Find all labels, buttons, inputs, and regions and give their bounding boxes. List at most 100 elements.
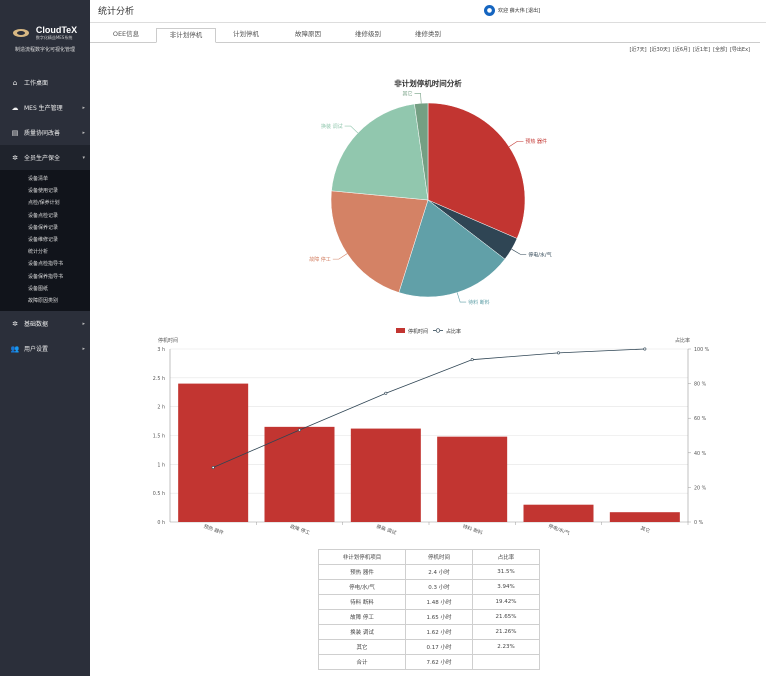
submenu-item[interactable]: 故障原因类别 [28, 297, 59, 304]
chevron-right-icon: ▸ [82, 345, 85, 352]
table-header: 非计划停机项目 [318, 549, 406, 565]
table-cell: 21.65% [472, 609, 540, 625]
bar[interactable] [264, 426, 335, 522]
ratio-point[interactable] [384, 391, 388, 395]
top-bar: 统计分析 ● 欢迎 薛大伟 [退出] [90, 0, 766, 23]
submenu-item[interactable]: 设备使用记录 [28, 188, 59, 195]
ratio-point[interactable] [298, 428, 302, 432]
export-excel[interactable]: [导出Ex] [729, 47, 750, 53]
ratio-point[interactable] [211, 466, 215, 470]
submenu-item[interactable]: 设备点检指导书 [28, 261, 64, 268]
logo: CloudTeX 数字化精益MES系统 制造流程数字化可视化管理 [0, 0, 90, 70]
bar[interactable] [178, 383, 249, 522]
page-title: 统计分析 [98, 7, 135, 17]
submenu-item[interactable]: 设备保养指导书 [28, 273, 64, 280]
submenu-item[interactable]: 设备清单 [28, 176, 49, 182]
tab-repair-type[interactable]: 维修类别 [415, 30, 441, 38]
pie-label: 换装 调试 [321, 123, 343, 130]
submenu-item[interactable]: 设备维修记录 [28, 236, 59, 243]
bar[interactable] [609, 512, 680, 522]
submenu-item[interactable]: 统计分析 [28, 249, 49, 256]
range-all[interactable]: [全部] [713, 47, 727, 53]
range-7-days[interactable]: [近7天] [629, 47, 647, 53]
sidebar-menu: ⌂ 工作桌面 ☁ MES 生产管理 ▸ ▤ 质量协同改善 ▸ ✲ 全员生产保全 … [0, 70, 90, 361]
chevron-right-icon: ▸ [82, 129, 85, 136]
bar[interactable] [523, 504, 594, 522]
pie-label-line [332, 253, 348, 260]
x-tick-label: 停电/水/气 [547, 522, 571, 536]
welcome-text[interactable]: 欢迎 薛大伟 [退出] [498, 8, 541, 14]
y-tick-label: 3 h [157, 347, 165, 353]
y2-tick-label: 80 % [694, 382, 707, 388]
tab-planned-downtime[interactable]: 计划停机 [233, 30, 259, 38]
legend-marker [435, 328, 441, 333]
pie-label: 其它 [402, 90, 412, 97]
ratio-point[interactable] [470, 358, 474, 362]
y2-tick-label: 100 % [694, 347, 710, 353]
tab-fault-cause[interactable]: 故障原因 [295, 30, 321, 38]
sidebar-item-label: MES 生产管理 [24, 105, 63, 112]
sidebar-item-basedata[interactable]: ✲ 基础数据 ▸ [0, 311, 90, 336]
sidebar-item-label: 用户设置 [24, 346, 49, 354]
sidebar-item-label: 工作桌面 [24, 80, 49, 87]
y2-axis-label: 占比率 [675, 337, 690, 344]
pie-slice[interactable] [398, 199, 506, 298]
sidebar-item-label: 质量协同改善 [24, 130, 61, 137]
table-cell: 预热 器件 [318, 564, 406, 580]
pie-slice[interactable] [331, 103, 429, 201]
submenu-item[interactable]: 设备保养记录 [28, 224, 59, 231]
y-tick-label: 0 h [157, 520, 165, 526]
pie-label-line [344, 125, 359, 134]
y-tick-label: 0.5 h [153, 491, 165, 497]
bar[interactable] [437, 436, 508, 522]
home-icon: ⌂ [12, 78, 18, 87]
x-tick-label: 故障 停工 [289, 523, 311, 537]
table-cell: 7.62 小时 [405, 654, 473, 670]
table-cell: 待料 断料 [318, 594, 406, 610]
submenu-item[interactable]: 设备图纸 [28, 285, 49, 292]
table-cell: 故障 停工 [318, 609, 406, 625]
table-row: 预热 器件 2.4 小时 31.5% [318, 564, 540, 580]
pie-label: 预热 器件 [525, 138, 547, 145]
table-cell: 0.3 小时 [405, 579, 473, 595]
table-row: 合计 7.62 小时 [318, 654, 540, 670]
range-1-year[interactable]: [近1年] [692, 47, 711, 53]
sidebar-item-desktop[interactable]: ⌂ 工作桌面 [0, 70, 90, 95]
table-row: 待料 断料 1.48 小时 19.42% [318, 594, 540, 610]
tab-oee[interactable]: OEE信息 [112, 30, 140, 38]
x-tick-label: 其它 [640, 525, 652, 535]
sidebar-item-quality[interactable]: ▤ 质量协同改善 ▸ [0, 120, 90, 145]
ratio-point[interactable] [643, 347, 647, 351]
submenu-tpm: 设备清单 设备使用记录 点检/保养计划 设备点检记录 设备保养记录 设备维修记录… [0, 170, 90, 312]
sidebar-item-mes[interactable]: ☁ MES 生产管理 ▸ [0, 95, 90, 120]
submenu-item[interactable]: 点检/保养计划 [28, 200, 60, 207]
y-tick-label: 2.5 h [153, 376, 165, 382]
bar[interactable] [350, 428, 421, 522]
sidebar-item-label: 基础数据 [24, 321, 49, 329]
ratio-line [213, 348, 645, 468]
pie-label: 停电/水/气 [528, 251, 551, 258]
range-30-days[interactable]: [近30天] [649, 47, 670, 53]
ratio-point[interactable] [556, 351, 560, 355]
legend-label: 停机时间 [408, 328, 428, 335]
y2-tick-label: 20 % [694, 485, 707, 491]
pie-slice[interactable] [330, 190, 429, 293]
submenu-item[interactable]: 设备点检记录 [28, 212, 59, 219]
table-header: 占比率 [472, 549, 540, 565]
tab-repair-level[interactable]: 维修级别 [355, 30, 381, 38]
range-6-months[interactable]: [近6月] [672, 47, 690, 53]
sidebar-item-users[interactable]: 👥 用户设置 ▸ [0, 336, 90, 361]
sidebar: CloudTeX 数字化精益MES系统 制造流程数字化可视化管理 ⌂ 工作桌面 … [0, 0, 90, 676]
legend-label: 占比率 [446, 328, 461, 335]
chevron-down-icon: ▾ [82, 154, 85, 161]
table-cell: 2.23% [472, 639, 540, 655]
y2-tick-label: 60 % [694, 416, 707, 422]
sidebar-item-tpm[interactable]: ✲ 全员生产保全 ▾ 设备清单 设备使用记录 点检/保养计划 设备点检记录 设备… [0, 145, 90, 312]
tab-unplanned-downtime[interactable]: 非计划停机 [156, 28, 216, 43]
user-welcome[interactable]: ● 欢迎 薛大伟 [退出] [484, 5, 540, 16]
chevron-right-icon: ▸ [82, 104, 85, 111]
y-axis-label: 停机时间 [158, 337, 178, 344]
downtime-table: 非计划停机项目 停机时间 占比率 预热 器件 2.4 小时 31.5% 停电/水/气 0… [318, 549, 540, 670]
table-cell: 停电/水/气 [318, 579, 406, 595]
